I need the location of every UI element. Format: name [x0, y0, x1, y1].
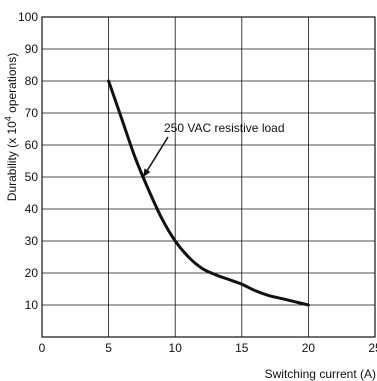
x-tick-label: 5	[105, 341, 112, 355]
annotation-arrow	[146, 136, 169, 171]
x-tick-label: 0	[39, 341, 46, 355]
x-tick-label: 10	[169, 341, 183, 355]
annotation-arrowhead	[143, 168, 151, 177]
y-axis-title-prefix: Durability (x 10	[5, 121, 19, 201]
plot-frame	[41, 16, 376, 338]
series	[107, 79, 310, 307]
x-axis-title: Switching current (A)	[265, 367, 376, 381]
y-tick-label: 100	[18, 10, 38, 24]
tick-labels: 10 20 30 40 50 60 70 80 90 100 0 5 10 15 20 25	[18, 10, 377, 355]
series-line	[107, 79, 310, 307]
y-tick-label: 40	[25, 202, 39, 216]
y-axis-title-exponent: 4	[3, 116, 13, 121]
y-tick-label: 50	[25, 170, 39, 184]
x-tick-label: 25	[368, 341, 377, 355]
x-tick-label: 20	[302, 341, 316, 355]
y-tick-label: 30	[25, 234, 39, 248]
y-tick-label: 60	[25, 138, 39, 152]
y-tick-label: 70	[25, 106, 39, 120]
y-axis-title-suffix: operations)	[5, 53, 19, 116]
annotation-label: 250 VAC resistive load	[164, 121, 285, 135]
y-tick-label: 90	[25, 42, 39, 56]
y-tick-label: 80	[25, 74, 39, 88]
grid	[42, 17, 375, 337]
y-tick-label: 10	[25, 298, 39, 312]
annotation: 250 VAC resistive load	[143, 121, 285, 177]
y-tick-label: 20	[25, 266, 39, 280]
x-tick-label: 15	[235, 341, 249, 355]
y-axis-title: Durability (x 104 operations)	[3, 53, 19, 201]
